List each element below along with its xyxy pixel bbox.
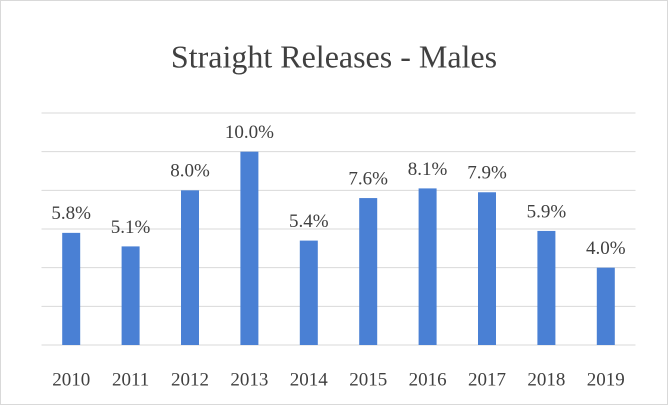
bar	[537, 230, 556, 345]
data-label: 5.4%	[289, 211, 329, 232]
chart-title: Straight Releases - Males	[171, 38, 497, 74]
x-tick-label: 2018	[527, 369, 565, 390]
bar	[299, 240, 318, 345]
x-tick-label: 2019	[587, 369, 625, 390]
bar	[478, 192, 496, 345]
bar	[121, 246, 140, 345]
x-tick-label: 2015	[349, 369, 387, 390]
x-tick-label: 2013	[230, 369, 268, 390]
data-label: 5.8%	[51, 203, 91, 224]
x-tick-label: 2016	[409, 369, 447, 390]
data-label: 5.1%	[111, 217, 151, 238]
bar	[596, 267, 615, 345]
data-label: 4.0%	[586, 238, 626, 259]
data-label: 7.9%	[467, 163, 507, 184]
x-tick-label: 2011	[112, 369, 149, 390]
bar	[359, 198, 378, 345]
data-label: 8.1%	[408, 159, 448, 180]
data-label: 8.0%	[170, 161, 210, 182]
data-label: 7.6%	[348, 168, 388, 189]
bar	[62, 232, 81, 345]
x-tick-label: 2017	[468, 369, 506, 390]
bar	[418, 188, 437, 345]
x-tick-label: 2010	[52, 369, 90, 390]
bar	[181, 190, 199, 345]
x-tick-label: 2014	[290, 369, 329, 390]
data-label: 10.0%	[225, 122, 274, 143]
data-label: 5.9%	[527, 201, 567, 222]
x-tick-label: 2012	[171, 369, 209, 390]
bar	[240, 151, 259, 345]
